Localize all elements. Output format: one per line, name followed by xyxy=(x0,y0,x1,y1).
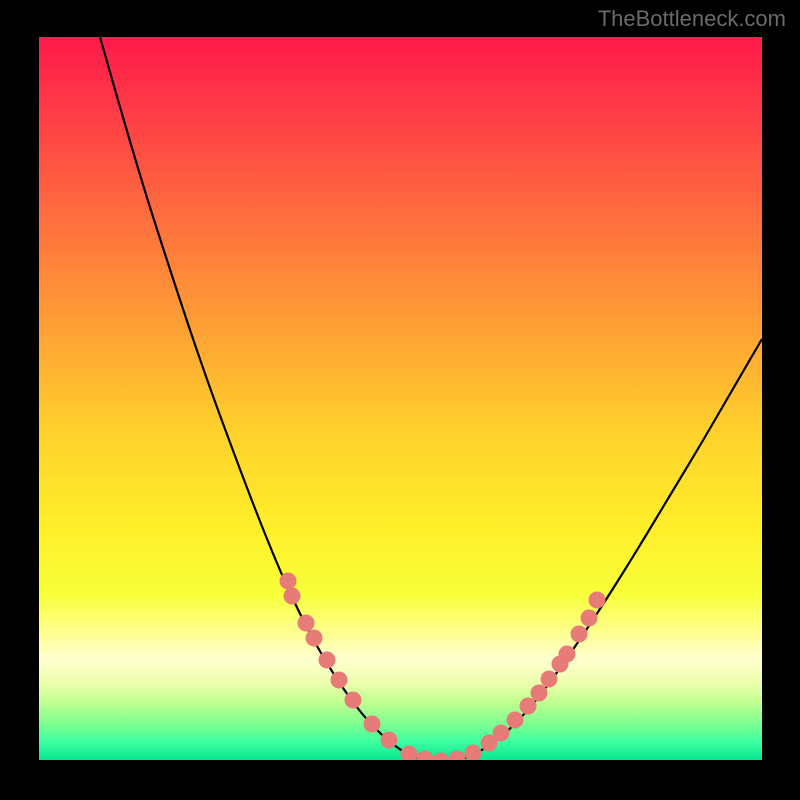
marker-dot xyxy=(298,615,315,632)
marker-dot xyxy=(319,652,336,669)
marker-dot xyxy=(493,725,510,742)
marker-dot xyxy=(417,751,434,761)
marker-dot xyxy=(507,712,524,729)
marker-dot xyxy=(280,573,297,590)
bottleneck-curve xyxy=(100,37,762,760)
marker-dot xyxy=(284,588,301,605)
marker-dot xyxy=(541,671,558,688)
plot-area xyxy=(39,37,762,760)
marker-dot xyxy=(433,753,450,761)
marker-dot xyxy=(381,732,398,749)
marker-dot xyxy=(331,672,348,689)
marker-dot xyxy=(520,698,537,715)
marker-dot xyxy=(571,626,588,643)
marker-dot xyxy=(589,592,606,609)
watermark-text: TheBottleneck.com xyxy=(598,6,786,32)
marker-dot xyxy=(401,746,418,761)
marker-dot xyxy=(364,716,381,733)
marker-dot xyxy=(306,630,323,647)
marker-dot xyxy=(449,751,466,761)
marker-dot xyxy=(581,610,598,627)
marker-dot xyxy=(465,745,482,761)
marker-dot xyxy=(559,646,576,663)
marker-dot xyxy=(345,692,362,709)
chart-svg xyxy=(39,37,762,760)
markers-group xyxy=(280,573,606,761)
marker-dot xyxy=(531,685,548,702)
